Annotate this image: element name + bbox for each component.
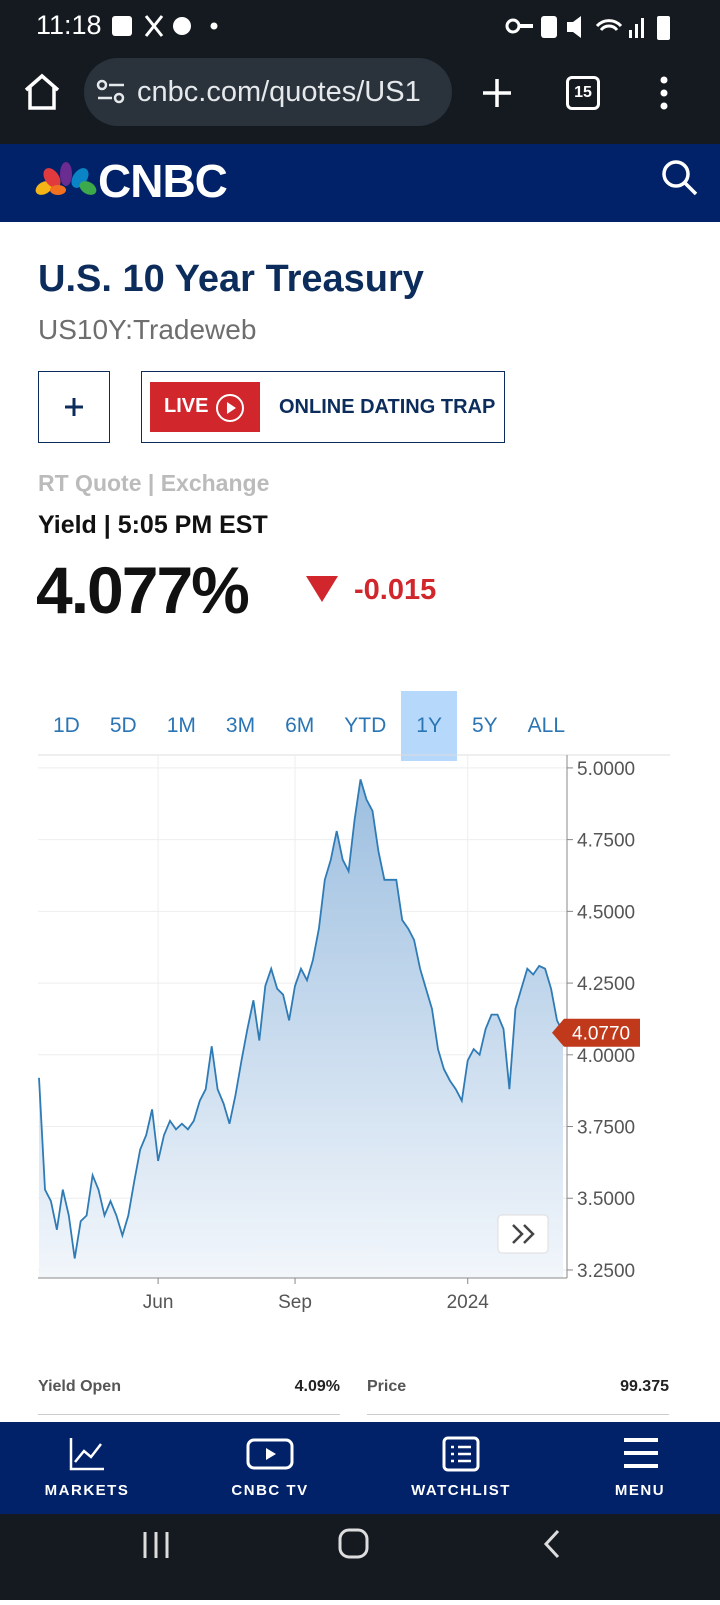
y-tick-label: 4.2500 bbox=[577, 974, 635, 995]
markets-icon bbox=[69, 1438, 104, 1471]
system-nav-buttons bbox=[143, 1528, 560, 1559]
stat-value: 4.09% bbox=[294, 1378, 340, 1395]
quote-time: Yield | 5:05 PM EST bbox=[38, 511, 268, 539]
range-button[interactable]: 5D bbox=[109, 714, 137, 737]
x-tick-label: Jun bbox=[143, 1292, 174, 1313]
y-tick-label: 3.7500 bbox=[577, 1118, 635, 1139]
area bbox=[39, 779, 563, 1278]
live-banner[interactable]: LIVE ONLINE DATING TRAP bbox=[141, 371, 505, 443]
bottom-nav: MARKETS CNBC TV WATCHLIST MENU bbox=[0, 1422, 720, 1514]
site-header: CNBC bbox=[0, 144, 720, 222]
y-tick-label: 4.0000 bbox=[577, 1046, 635, 1067]
browser-bar: cnbc.com/quotes/US1 15 bbox=[0, 52, 720, 144]
live-show: ONLINE DATING TRAP bbox=[279, 396, 496, 418]
y-tick-label: 5.0000 bbox=[577, 759, 635, 780]
plus-icon bbox=[65, 398, 83, 416]
new-tab-button[interactable] bbox=[480, 76, 514, 110]
quote-source: RT Quote | Exchange bbox=[38, 470, 270, 496]
range-button[interactable]: 1D bbox=[53, 714, 80, 737]
system-icons bbox=[505, 16, 670, 40]
last-price-tag bbox=[552, 1018, 640, 1047]
menu-button[interactable] bbox=[654, 74, 674, 114]
nav-item[interactable]: WATCHLIST bbox=[411, 1482, 511, 1499]
stat-row: Yield Open 4.09% bbox=[38, 1378, 340, 1415]
range-button[interactable]: YTD bbox=[344, 714, 387, 737]
status-icons bbox=[112, 15, 218, 37]
nav-item[interactable]: CNBC TV bbox=[231, 1482, 309, 1499]
stat-row: Price 99.375 bbox=[367, 1378, 669, 1415]
yield-change: -0.015 bbox=[354, 574, 437, 606]
line bbox=[38, 779, 564, 1259]
last-yield: 4.077% bbox=[36, 553, 250, 627]
search-button[interactable] bbox=[660, 158, 700, 198]
watchlist-icon bbox=[442, 1436, 480, 1472]
nav-item[interactable]: MARKETS bbox=[44, 1482, 130, 1499]
home-button[interactable] bbox=[22, 72, 62, 112]
quote-symbol: US10Y:Tradeweb bbox=[38, 314, 257, 345]
x-tick-label: 2024 bbox=[447, 1292, 490, 1313]
add-watchlist-button[interactable] bbox=[38, 371, 110, 443]
status-bar: 11:18 bbox=[0, 0, 720, 52]
stat-label: Yield Open bbox=[38, 1378, 121, 1395]
range-button[interactable]: 6M bbox=[285, 714, 315, 737]
y-tick-label: 4.5000 bbox=[577, 902, 635, 923]
y-tick-label: 4.7500 bbox=[577, 831, 635, 852]
last-price-label: 4.0770 bbox=[572, 1024, 630, 1045]
quote-title: U.S. 10 Year Treasury bbox=[38, 258, 424, 300]
range-button[interactable]: ALL bbox=[527, 714, 566, 737]
range-button[interactable]: 1M bbox=[166, 714, 196, 737]
nav-item[interactable]: MENU bbox=[614, 1482, 666, 1499]
clock: 11:18 bbox=[36, 10, 102, 40]
y-tick-label: 3.2500 bbox=[577, 1261, 635, 1282]
site-info-icon bbox=[96, 79, 125, 104]
peacock-logo[interactable] bbox=[34, 160, 98, 200]
range-button[interactable]: 1Y bbox=[401, 691, 457, 761]
menu-icon bbox=[624, 1438, 658, 1468]
play-icon bbox=[216, 394, 244, 422]
y-tick-label: 3.5000 bbox=[577, 1189, 635, 1210]
system-nav bbox=[0, 1514, 720, 1600]
address-bar[interactable]: cnbc.com/quotes/US1 bbox=[84, 58, 452, 126]
live-text: LIVE bbox=[164, 395, 209, 417]
tv-icon bbox=[246, 1438, 294, 1470]
brand[interactable]: CNBC bbox=[98, 155, 228, 207]
range-button[interactable]: 3M bbox=[225, 714, 256, 737]
down-arrow bbox=[306, 576, 338, 602]
stat-value: 99.375 bbox=[620, 1378, 669, 1395]
scroll-icon bbox=[512, 1224, 535, 1244]
tab-switcher[interactable]: 15 bbox=[566, 76, 600, 110]
url-text: cnbc.com/quotes/US1 bbox=[137, 76, 421, 108]
stat-label: Price bbox=[367, 1378, 407, 1395]
range-button[interactable]: 5Y bbox=[471, 714, 498, 737]
x-tick-label: Sep bbox=[278, 1292, 312, 1313]
chart: 3.2500 3.5000 3.7500 4.0000 4.2500 4.5000 4.75… bbox=[38, 754, 670, 1313]
range-selector: 1D 5D 1M 3M 6M YTD 1Y 5Y ALL bbox=[38, 691, 580, 761]
live-badge: LIVE bbox=[150, 382, 260, 432]
